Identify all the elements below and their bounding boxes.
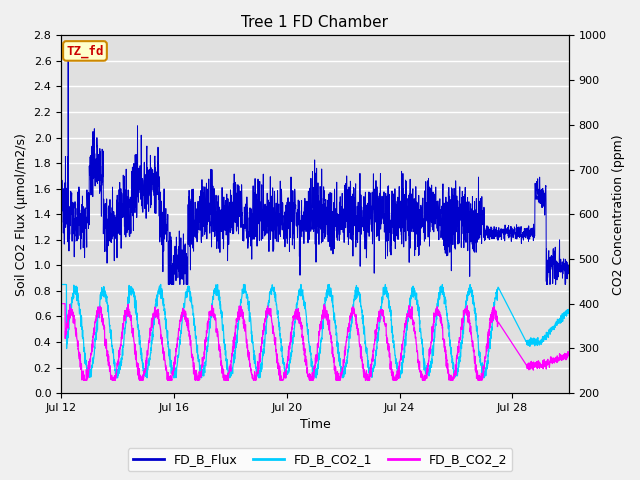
X-axis label: Time: Time <box>300 419 330 432</box>
Y-axis label: Soil CO2 Flux (μmol/m2/s): Soil CO2 Flux (μmol/m2/s) <box>15 133 28 296</box>
Text: TZ_fd: TZ_fd <box>66 44 104 58</box>
Legend: FD_B_Flux, FD_B_CO2_1, FD_B_CO2_2: FD_B_Flux, FD_B_CO2_1, FD_B_CO2_2 <box>128 448 512 471</box>
Y-axis label: CO2 Concentration (ppm): CO2 Concentration (ppm) <box>612 134 625 295</box>
Title: Tree 1 FD Chamber: Tree 1 FD Chamber <box>241 15 388 30</box>
